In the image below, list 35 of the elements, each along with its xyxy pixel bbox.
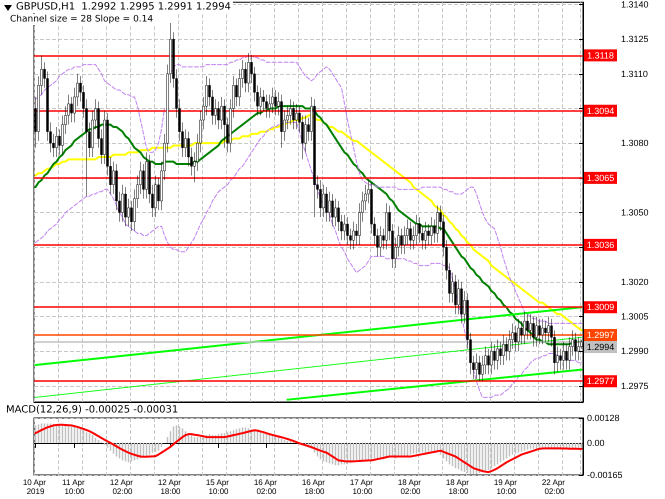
x-tick-label: 11 Apr 10:00 bbox=[62, 478, 87, 496]
x-tick-label: 16 Apr 02:00 bbox=[254, 478, 280, 496]
y-tick-label: 1.3005 bbox=[621, 311, 649, 322]
x-tick-label: 18 Apr 18:00 bbox=[446, 478, 472, 496]
ref-line-label: 1.2977 bbox=[586, 376, 614, 386]
y-tick-label: 0.00128 bbox=[587, 413, 620, 423]
y-tick-label: 0.00 bbox=[587, 438, 605, 448]
ref-line-label: 1.3065 bbox=[586, 172, 614, 183]
x-tick-label: 17 Apr 10:00 bbox=[350, 478, 376, 496]
x-tick-label: 12 Apr 02:00 bbox=[110, 478, 136, 496]
chart-title: MACD(12,26,9) -0.00025 -0.00031 bbox=[6, 404, 178, 416]
x-tick-label: 10 Apr 2019 bbox=[22, 478, 48, 496]
x-tick-label: 22 Apr 02:00 bbox=[542, 478, 568, 496]
ref-line-label: 1.2994 bbox=[586, 342, 614, 352]
x-tick-label: 12 Apr 18:00 bbox=[158, 478, 184, 496]
text: Channel size = 28 Slope = 0.14 bbox=[10, 14, 154, 24]
y-tick-label: -0.00165 bbox=[587, 470, 623, 480]
x-tick-label: 15 Apr 10:00 bbox=[206, 478, 232, 496]
y-tick-label: 1.2975 bbox=[621, 380, 649, 391]
y-tick-label: 1.3125 bbox=[621, 34, 649, 44]
chart-title: GBPUSD,H1 1.2992 1.2995 1.2991 1.2994 bbox=[16, 2, 231, 12]
y-tick-label: 1.3140 bbox=[621, 0, 649, 10]
x-tick-label: 18 Apr 02:00 bbox=[398, 478, 424, 496]
x-tick-label: 19 Apr 10:00 bbox=[494, 478, 520, 496]
y-tick-label: 1.3020 bbox=[621, 276, 649, 287]
y-tick-label: 1.3080 bbox=[621, 138, 649, 148]
ref-line-label: 1.2997 bbox=[586, 330, 614, 340]
ref-line-label: 1.3118 bbox=[587, 50, 614, 60]
ref-line-label: 1.3009 bbox=[586, 302, 614, 312]
y-tick-label: 1.2990 bbox=[621, 346, 649, 356]
ref-line-label: 1.3036 bbox=[586, 240, 614, 250]
y-tick-label: 1.3110 bbox=[621, 68, 648, 79]
ref-line-label: 1.3094 bbox=[586, 106, 614, 116]
y-tick-label: 1.3050 bbox=[621, 207, 649, 218]
x-tick-label: 16 Apr 18:00 bbox=[302, 478, 328, 496]
